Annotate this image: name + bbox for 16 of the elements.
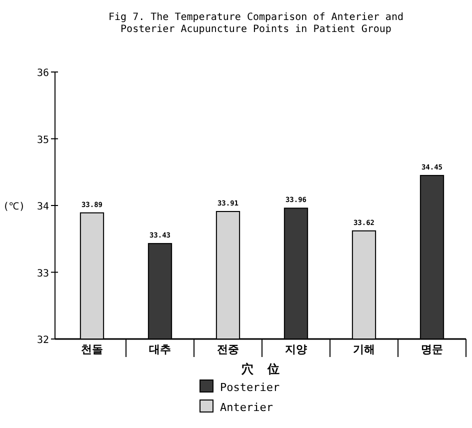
chart-title: Fig 7. The Temperature Comparison of Anterier and Posterier Acupuncture Points in Patient Group [108, 12, 404, 35]
y-tick-label: 36 [36, 68, 49, 79]
y-axis-title: (℃) [3, 202, 26, 212]
y-tick-label: 35 [36, 134, 49, 146]
legend-label: Posterier [220, 381, 280, 394]
x-tick-label: 천돌 [81, 343, 103, 356]
y-tick-label: 34 [36, 202, 49, 212]
legend-label: Anterier [220, 401, 274, 414]
x-tick-label: 명문 [421, 343, 443, 356]
x-tick-label: 전중 [217, 343, 239, 356]
x-tick-label: 지양 [284, 343, 307, 356]
y-tick-label: 33 [36, 268, 49, 280]
x-tick-label: 기해 [353, 343, 375, 356]
y-tick-label: 32 [36, 335, 49, 346]
x-axis-title: 穴 位 [240, 362, 280, 376]
x-tick-label: 대추 [149, 343, 171, 356]
